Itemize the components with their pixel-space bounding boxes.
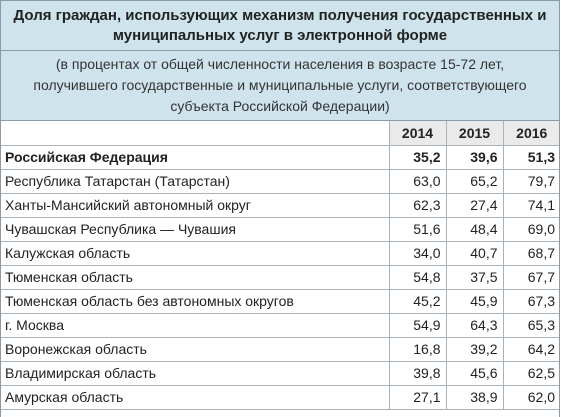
value-2016-cell: 64,2 [502,336,559,362]
region-cell: Чувашская Республика — Чувашия [1,216,390,242]
table-header-row: 2014 2015 2016 [1,121,559,146]
value-2015-cell: 39,2 [445,336,504,362]
table-row: Республика Татарстан (Татарстан) 63,0 65,2… [1,168,559,194]
table-subtitle-line-3: субъекта Российской Федерации) [170,98,390,114]
value-2015-cell: 48,4 [445,216,504,242]
header-year-2014: 2014 [388,121,447,146]
table-row: Чувашская Республика — Чувашия 51,6 48,4 69… [1,216,559,242]
value-2016-cell: 69,0 [502,216,559,242]
header-year-2016: 2016 [502,121,559,146]
region-cell: Российская Федерация [1,145,390,170]
header-year-2015: 2015 [445,121,504,146]
table-title-line-1: Доля граждан, использующих механизм полу… [13,7,547,24]
value-2016-cell: 74,1 [502,192,559,218]
table-row: Тюменская область 54,8 37,5 67,7 [1,264,559,290]
value-2016-cell: 68,7 [502,240,559,266]
value-2014-cell: 51,6 [388,216,447,242]
table-row: Амурская область 27,1 38,9 62,0 [1,384,559,410]
value-2015-cell: 40,7 [445,240,504,266]
value-2014-cell: 62,3 [388,192,447,218]
value-2014-cell: 35,2 [388,145,447,170]
value-2014-cell: 45,2 [388,288,447,314]
table-row: Ханты-Мансийский автономный округ 62,3 27,… [1,192,559,218]
region-cell: Калужская область [1,240,390,266]
region-cell: Тюменская область [1,264,390,290]
value-2015-cell: 65,2 [445,168,504,194]
value-2016-cell: 67,3 [502,288,559,314]
table-row: Воронежская область 16,8 39,2 64,2 [1,336,559,362]
value-2014-cell: 63,0 [388,168,447,194]
region-cell: г. Москва [1,312,390,338]
region-cell: Амурская область [1,384,390,410]
value-2014-cell: 16,8 [388,336,447,362]
value-2016-cell: 65,3 [502,312,559,338]
value-2015-cell: 37,5 [445,264,504,290]
table-row: Калужская область 34,0 40,7 68,7 [1,240,559,266]
table-title-line-2: муниципальных услуг в электронной форме [112,27,448,44]
table-row: г. Москва 54,9 64,3 65,3 [1,312,559,338]
region-cell: Республика Татарстан (Татарстан) [1,168,390,194]
table-subtitle-line-2: получившего государственные и муниципаль… [33,77,527,93]
region-cell: Ханты-Мансийский автономный округ [1,192,390,218]
value-2015-cell: 38,9 [445,384,504,410]
value-2016-cell: 79,7 [502,168,559,194]
region-cell: Тюменская область без автономных округов [1,288,390,314]
value-2014-cell: 54,8 [388,264,447,290]
table-row-total: Российская Федерация 35,2 39,6 51,3 [1,145,559,170]
value-2015-cell: 39,6 [445,145,504,170]
value-2016-cell: 67,7 [502,264,559,290]
value-2014-cell: 27,1 [388,384,447,410]
region-cell: Воронежская область [1,336,390,362]
table-title-block: Доля граждан, использующих механизм полу… [1,1,559,51]
table-subtitle-block: (в процентах от общей численности населе… [1,51,559,121]
value-2015-cell: 45,9 [445,288,504,314]
value-2016-cell: 62,0 [502,384,559,410]
value-2016-cell: 51,3 [502,145,559,170]
table-subtitle-line-1: (в процентах от общей численности населе… [55,56,505,72]
table-row: Владимирская область 39,8 45,6 62,5 [1,360,559,386]
table-row: Тюменская область без автономных округов… [1,288,559,314]
value-2015-cell: 64,3 [445,312,504,338]
value-2016-cell: 62,5 [502,360,559,386]
region-cell: Владимирская область [1,360,390,386]
value-2015-cell: 45,6 [445,360,504,386]
data-table: 2014 2015 2016 Российская Федерация 35,2 3… [1,121,559,410]
value-2014-cell: 34,0 [388,240,447,266]
value-2015-cell: 27,4 [445,192,504,218]
header-region [1,121,390,146]
value-2014-cell: 39,8 [388,360,447,386]
value-2014-cell: 54,9 [388,312,447,338]
